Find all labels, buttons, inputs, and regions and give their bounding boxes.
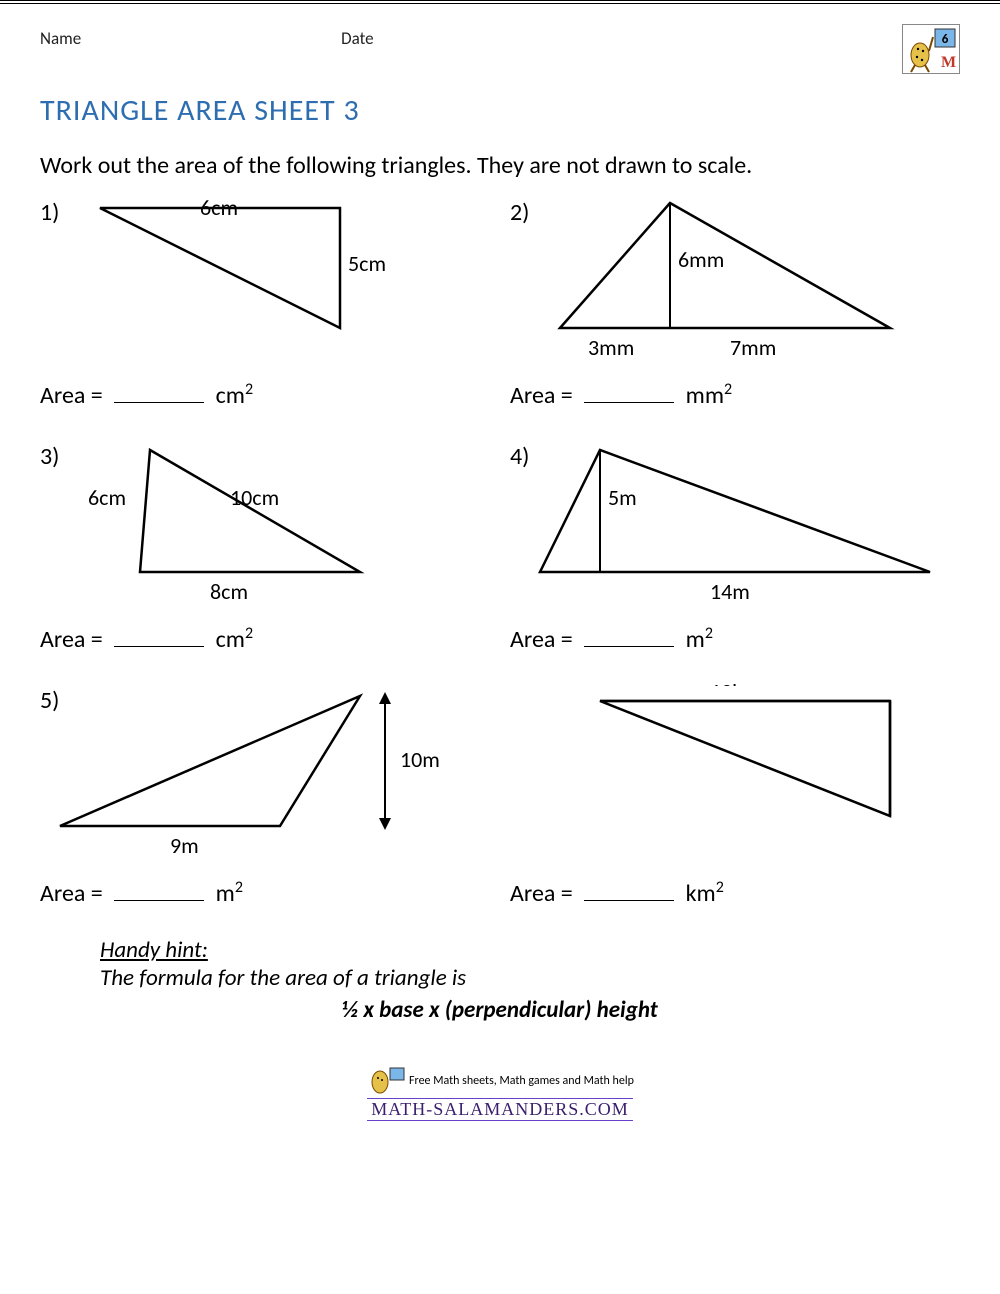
answer-prefix: Area =	[510, 879, 573, 908]
answer-blank[interactable]	[584, 884, 674, 901]
worksheet-title: TRIANGLE AREA SHEET 3	[40, 92, 960, 129]
footer-url: MATH-SALAMANDERS.COM	[367, 1098, 633, 1121]
answer-unit: cm2	[216, 625, 253, 654]
dim-label: 3mm	[588, 334, 634, 361]
figure-1: 6cm 5cm	[40, 198, 490, 368]
footer: Free Math sheets, Math games and Math he…	[40, 1064, 960, 1121]
problems-grid: 1) 6cm 5cm Area = cm2 2)	[40, 190, 960, 926]
dim-label: 10m	[400, 746, 440, 773]
figure-4: 5m 14m	[510, 442, 960, 612]
answer-unit: m2	[686, 625, 713, 654]
problem-2: 2) 6mm 3mm 7mm Area = mm2	[510, 190, 960, 428]
svg-text:M: M	[941, 54, 956, 71]
dim-label: 10cm	[230, 484, 279, 511]
answer-prefix: Area =	[40, 879, 103, 908]
name-date-fields: Name Date	[40, 24, 374, 49]
answer-blank[interactable]	[114, 884, 204, 901]
dim-label: 8cm	[210, 578, 248, 605]
hint-line: The formula for the area of a triangle i…	[100, 964, 466, 992]
answer-unit: m2	[216, 879, 243, 908]
dim-label: 14m	[710, 578, 750, 605]
answer-line: Area = cm2	[40, 624, 490, 654]
figure-3: 6cm 10cm 8cm	[40, 442, 490, 612]
answer-unit: km2	[686, 879, 724, 908]
problem-5: 5) 10m 9m Area = m2	[40, 678, 490, 926]
answer-prefix: Area =	[510, 625, 573, 654]
answer-unit: mm2	[686, 381, 732, 410]
problem-4: 4) 5m 14m Area = m2	[510, 434, 960, 672]
grade-logo: 6 M	[902, 24, 960, 74]
answer-blank[interactable]	[584, 630, 674, 647]
answer-prefix: Area =	[510, 381, 573, 410]
figure-6: 12km 5km 13km	[510, 686, 960, 866]
hint-title: Handy hint:	[100, 936, 208, 964]
footer-tagline: Free Math sheets, Math games and Math he…	[409, 1074, 634, 1088]
dim-label: 9m	[170, 832, 199, 859]
footer-logo-icon	[366, 1064, 406, 1098]
dim-label: 5m	[608, 484, 637, 511]
dim-label: 7mm	[730, 334, 776, 361]
answer-blank[interactable]	[584, 386, 674, 403]
grade-number: 6	[942, 32, 949, 47]
answer-unit: cm2	[216, 381, 253, 410]
answer-line: Area = km2	[510, 878, 960, 908]
hint-formula: ½ x base x (perpendicular) height	[40, 996, 960, 1024]
answer-prefix: Area =	[40, 625, 103, 654]
answer-line: Area = cm2	[40, 380, 490, 410]
dim-label: 6cm	[88, 484, 126, 511]
hint-block: Handy hint: The formula for the area of …	[100, 936, 960, 992]
dim-label: 6mm	[678, 246, 724, 273]
dim-label: 6cm	[200, 194, 238, 221]
figure-2: 6mm 3mm 7mm	[510, 198, 960, 368]
header-row: Name Date 6 M	[40, 24, 960, 74]
dim-label: 5cm	[348, 250, 386, 277]
answer-blank[interactable]	[114, 630, 204, 647]
problem-3: 3) 6cm 10cm 8cm Area = cm2	[40, 434, 490, 672]
date-label: Date	[341, 28, 373, 49]
answer-line: Area = m2	[40, 878, 490, 908]
answer-line: Area = m2	[510, 624, 960, 654]
problem-6: 6)	[510, 678, 960, 926]
problem-1: 1) 6cm 5cm Area = cm2	[40, 190, 490, 428]
answer-blank[interactable]	[114, 386, 204, 403]
figure-5: 10m 9m	[40, 686, 490, 866]
worksheet-page: Name Date 6 M TRIANGLE AREA SHEET 3 Work…	[0, 0, 1000, 1131]
instructions-text: Work out the area of the following trian…	[40, 151, 960, 180]
name-label: Name	[40, 28, 81, 49]
answer-line: Area = mm2	[510, 380, 960, 410]
answer-prefix: Area =	[40, 381, 103, 410]
